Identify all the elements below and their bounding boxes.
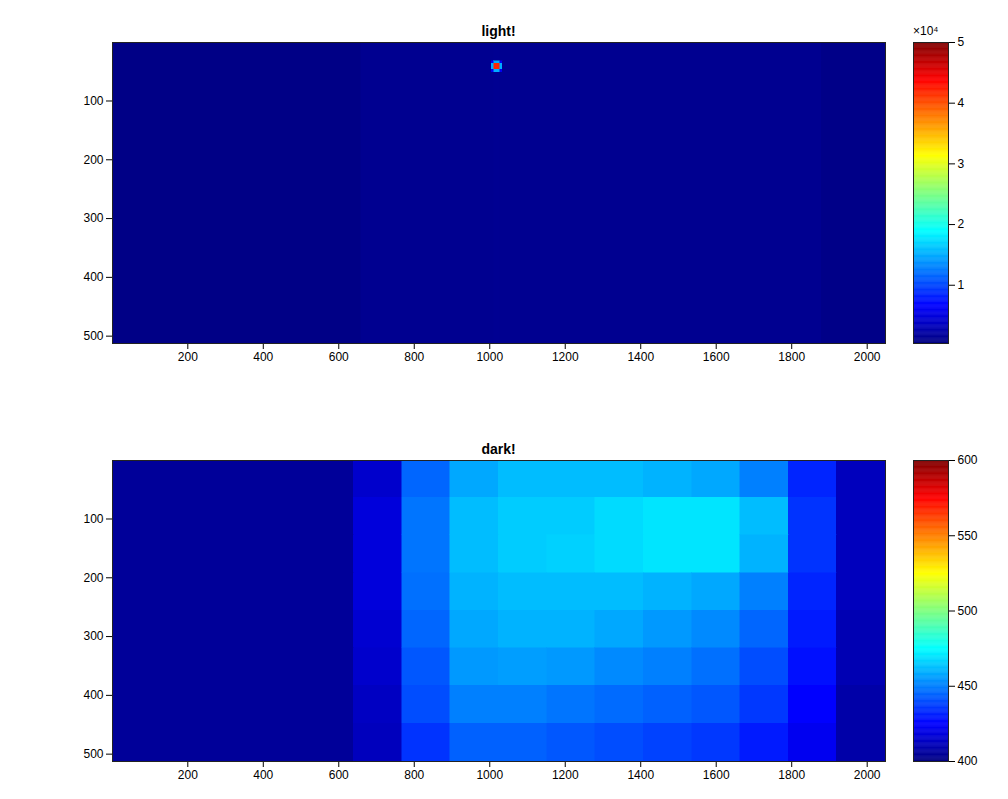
svg-text:550: 550 [958,529,978,543]
svg-text:5: 5 [958,35,965,49]
svg-text:2: 2 [958,217,965,231]
svg-text:450: 450 [958,679,978,693]
svg-text:1600: 1600 [703,768,730,782]
svg-text:600: 600 [329,768,349,782]
svg-text:1000: 1000 [476,350,503,364]
svg-text:600: 600 [329,350,349,364]
svg-text:800: 800 [404,768,424,782]
svg-text:1: 1 [958,278,965,292]
svg-text:4: 4 [958,96,965,110]
svg-text:200: 200 [178,768,198,782]
svg-text:1200: 1200 [552,350,579,364]
svg-text:1200: 1200 [552,768,579,782]
svg-text:500: 500 [958,604,978,618]
html-text:×10⁴: ×10⁴ [913,24,939,38]
svg-text:2000: 2000 [854,768,881,782]
svg-text:1000: 1000 [476,768,503,782]
svg-text:300: 300 [83,211,103,225]
svg-text:1800: 1800 [778,350,805,364]
svg-text:1400: 1400 [627,350,654,364]
html-text:light!: light! [481,23,516,39]
svg-text:400: 400 [83,688,103,702]
svg-text:200: 200 [83,153,103,167]
svg-text:1800: 1800 [778,768,805,782]
svg-text:200: 200 [83,571,103,585]
svg-text:100: 100 [83,94,103,108]
svg-text:500: 500 [83,329,103,343]
svg-text:600: 600 [958,453,978,467]
svg-text:2000: 2000 [854,350,881,364]
html-text:dark!: dark! [481,441,516,457]
svg-text:200: 200 [178,350,198,364]
svg-text:800: 800 [404,350,424,364]
svg-text:400: 400 [253,768,273,782]
svg-text:500: 500 [83,747,103,761]
svg-text:300: 300 [83,629,103,643]
svg-text:3: 3 [958,157,965,171]
svg-text:400: 400 [83,270,103,284]
svg-text:100: 100 [83,512,103,526]
svg-text:400: 400 [253,350,273,364]
svg-text:1600: 1600 [703,350,730,364]
svg-text:400: 400 [958,754,978,768]
svg-text:1400: 1400 [627,768,654,782]
